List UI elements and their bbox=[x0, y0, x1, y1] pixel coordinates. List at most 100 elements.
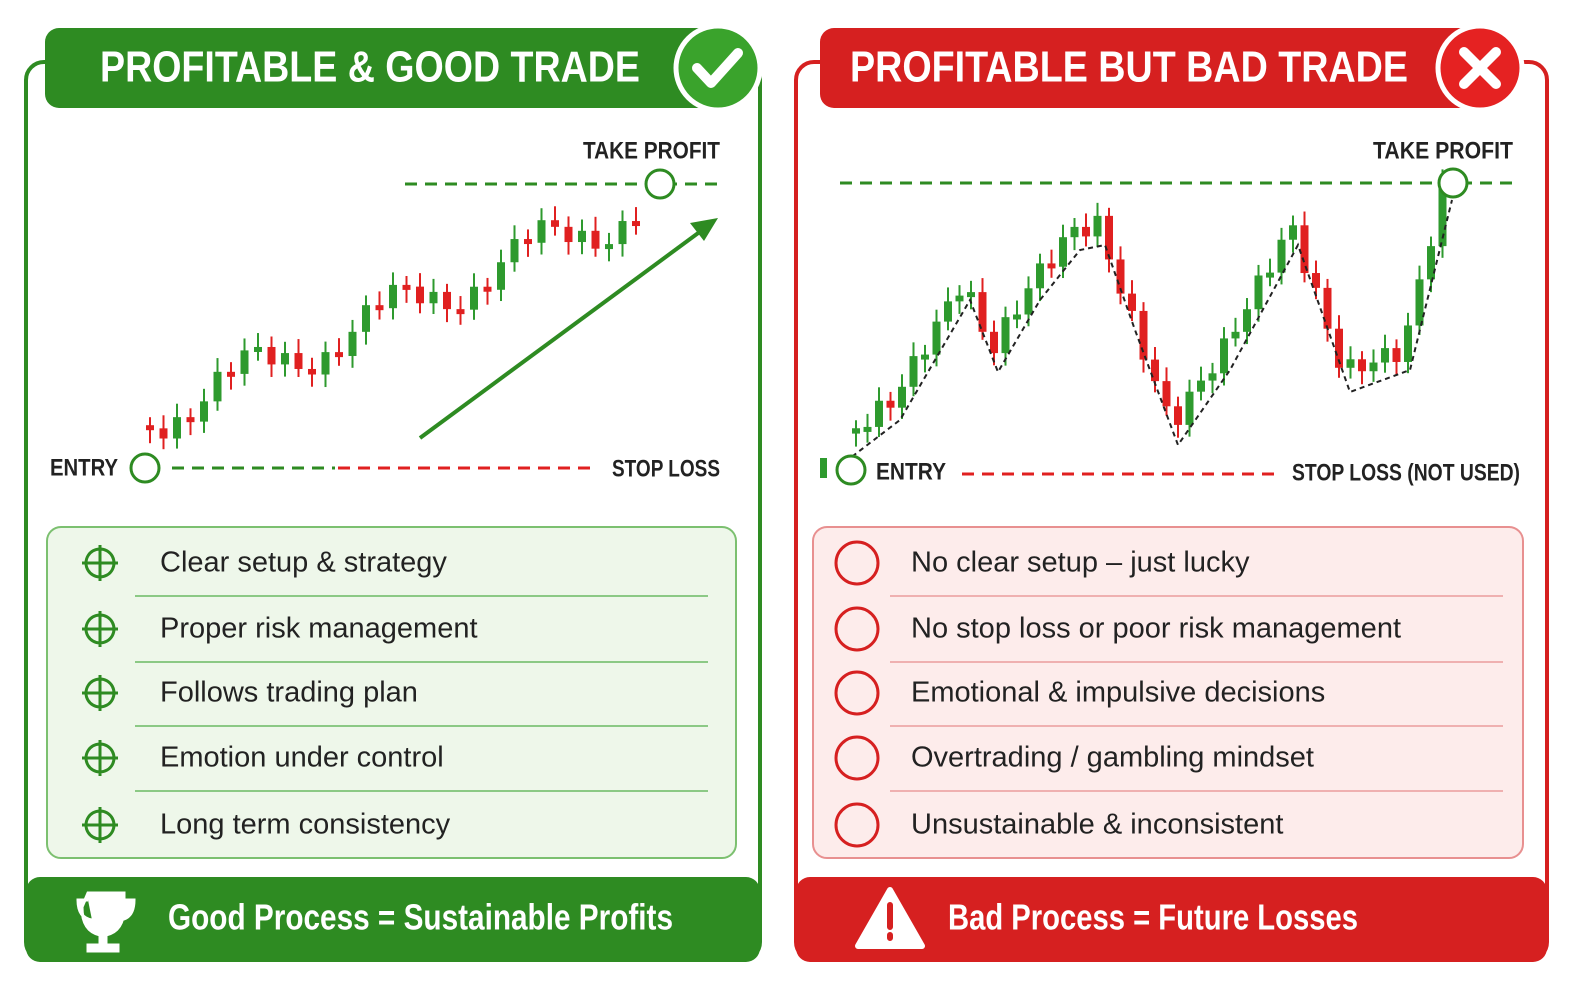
candle-body bbox=[1151, 359, 1159, 382]
candle-body bbox=[578, 230, 586, 243]
candle-body bbox=[1082, 226, 1090, 237]
item-icon bbox=[834, 540, 880, 586]
candle-body bbox=[1335, 328, 1343, 368]
candle-body bbox=[173, 417, 181, 439]
candle-body bbox=[1254, 275, 1263, 310]
trophy-icon bbox=[76, 891, 136, 953]
candle-body bbox=[1323, 287, 1332, 329]
candle-body bbox=[852, 428, 860, 434]
candle-body bbox=[524, 239, 532, 245]
list-box-good bbox=[46, 526, 737, 859]
item-icon bbox=[82, 740, 118, 776]
stop-loss-label: STOP LOSS bbox=[612, 455, 720, 482]
candle-body bbox=[375, 305, 384, 311]
candle-body bbox=[967, 292, 975, 298]
candle-body bbox=[875, 400, 883, 427]
footer-text: Bad Process = Future Losses bbox=[948, 897, 1358, 938]
trend-arrowhead bbox=[690, 218, 718, 241]
footer-good bbox=[26, 877, 760, 962]
candle-body bbox=[1358, 359, 1366, 372]
candle-body bbox=[990, 331, 998, 354]
candle-body bbox=[159, 428, 168, 439]
candle-body bbox=[564, 226, 573, 243]
header-good bbox=[45, 28, 725, 108]
candle-body bbox=[898, 386, 906, 408]
candle-body bbox=[1013, 314, 1021, 320]
item-text: Follows trading plan bbox=[160, 677, 418, 709]
candle-body bbox=[1231, 331, 1240, 339]
item-icon bbox=[834, 802, 880, 848]
candle-body bbox=[146, 425, 154, 431]
candle-body bbox=[1162, 381, 1171, 407]
candle-body bbox=[1346, 359, 1355, 368]
header-bad bbox=[820, 28, 1500, 108]
candle-body bbox=[1001, 317, 1010, 354]
footer-text: Good Process = Sustainable Profits bbox=[168, 897, 673, 938]
candle-body bbox=[1277, 239, 1286, 273]
candle-body bbox=[267, 346, 276, 365]
candle-body bbox=[254, 346, 262, 352]
candle-body bbox=[429, 291, 438, 304]
candle-body bbox=[1438, 181, 1447, 247]
candle-body bbox=[402, 284, 411, 290]
item-text: Emotion under control bbox=[160, 742, 444, 774]
candle-body bbox=[1369, 362, 1378, 372]
candle-body bbox=[227, 371, 235, 377]
candle-body bbox=[294, 353, 303, 369]
check-icon bbox=[692, 48, 743, 88]
candle-body bbox=[886, 400, 895, 408]
candle-body bbox=[1392, 348, 1401, 362]
candle-body bbox=[240, 350, 249, 374]
candle-body bbox=[497, 262, 505, 290]
candle-body bbox=[618, 221, 627, 245]
candle-body bbox=[389, 284, 397, 309]
candle-body bbox=[308, 368, 316, 375]
item-text: Unsustainable & inconsistent bbox=[911, 809, 1283, 841]
x-icon bbox=[1459, 47, 1501, 89]
candle-body bbox=[1300, 225, 1309, 274]
candle-body bbox=[1059, 237, 1067, 267]
candle-body bbox=[1289, 225, 1297, 240]
candle-body bbox=[200, 401, 208, 422]
item-text: Emotional & impulsive decisions bbox=[911, 677, 1325, 709]
candle-body bbox=[591, 230, 600, 249]
candle-body bbox=[932, 321, 941, 355]
candle-body bbox=[1427, 246, 1435, 280]
candle-body bbox=[510, 239, 519, 263]
candle-body bbox=[1139, 310, 1148, 360]
entry-label: ENTRY bbox=[50, 454, 118, 481]
trend-arrow bbox=[418, 226, 707, 440]
candle-body bbox=[1312, 273, 1320, 288]
candle-body bbox=[605, 244, 613, 250]
entry-marker bbox=[129, 452, 161, 484]
candle-body bbox=[1105, 215, 1113, 260]
item-text: No clear setup – just lucky bbox=[911, 547, 1250, 579]
candle-body bbox=[1047, 263, 1056, 269]
candle-body bbox=[443, 291, 451, 310]
candle-body bbox=[1220, 338, 1228, 374]
candle-body bbox=[1208, 373, 1217, 381]
candle-body bbox=[362, 305, 370, 332]
candle-body bbox=[944, 301, 952, 322]
candle-body bbox=[921, 354, 929, 360]
item-icon bbox=[82, 545, 118, 581]
item-text: Proper risk management bbox=[160, 613, 478, 645]
take-profit-label: TAKE PROFIT bbox=[583, 137, 720, 164]
candle-body bbox=[978, 292, 987, 332]
candle-body bbox=[1381, 348, 1389, 363]
item-icon bbox=[834, 735, 880, 781]
take-profit-marker bbox=[644, 168, 676, 200]
item-text: Long term consistency bbox=[160, 809, 451, 841]
item-icon bbox=[834, 670, 880, 716]
panel-title: PROFITABLE BUT BAD TRADE bbox=[850, 43, 1408, 92]
item-icon bbox=[82, 611, 118, 647]
stop-loss-label: STOP LOSS (NOT USED) bbox=[1292, 459, 1520, 486]
candle-body bbox=[416, 286, 424, 304]
candle-body bbox=[632, 221, 640, 227]
candle-body bbox=[1404, 325, 1412, 362]
candle-body bbox=[537, 220, 546, 243]
candle-body bbox=[1415, 279, 1424, 326]
candle-body bbox=[1197, 380, 1205, 392]
chart-good bbox=[146, 206, 640, 450]
